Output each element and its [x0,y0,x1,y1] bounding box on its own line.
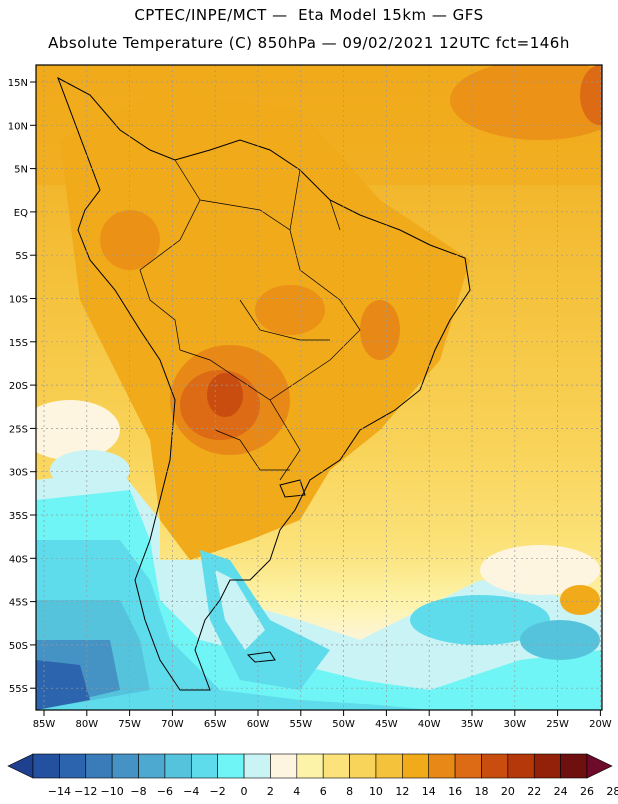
map-title-line-1: CPTEC/INPE/MCT — Eta Model 15km — GFS [134,6,484,24]
lat-label: 20S [9,381,28,392]
lon-label: 70W [161,719,184,730]
colorbar-swatch [296,753,324,779]
colorbar-high-arrow [586,753,613,779]
colorbar-label: 16 [448,785,462,798]
colorbar-low-arrow [7,753,34,779]
colorbar-label: −2 [210,785,226,798]
colorbar-swatch [428,753,456,779]
colorbar-swatch [59,753,87,779]
lon-label: 25W [546,719,569,730]
lat-label: 15N [8,78,28,89]
lat-label: 15S [9,338,28,349]
graticule [36,65,602,710]
lat-label: 25S [9,424,28,435]
lat-label: 45S [9,598,28,609]
colorbar-swatch [164,753,192,779]
colorbar-swatch [243,753,271,779]
colorbar-swatch [270,753,298,779]
lat-label: 10S [9,295,28,306]
colorbar-label: 20 [501,785,515,798]
lat-label: 10N [8,121,28,132]
lat-label: 55S [9,684,28,695]
longitude-labels: 85W 80W 75W 70W 65W 60W 55W 50W 45W 40W 35W 30W 25W 2… [33,710,612,730]
colorbar-swatch [85,753,113,779]
colorbar-swatch [481,753,509,779]
colorbar-label: −6 [157,785,173,798]
map-title-line-2: Absolute Temperature (C) 850hPa — 09/02/… [48,34,570,52]
latitude-labels: 15N 10N 5N EQ 5S 10S 15S 20S 25S 30S 35S 40S 45S 50S 5… [8,78,36,695]
colorbar-label: −4 [183,785,199,798]
colorbar-label: −10 [101,785,124,798]
colorbar-label: 0 [241,785,248,798]
colorbar-label: −8 [130,785,146,798]
lat-label: 5N [14,165,28,176]
colorbar-swatch [111,753,139,779]
lon-label: 60W [247,719,270,730]
colorbar-label: 22 [527,785,541,798]
lon-label: 20W [589,719,612,730]
colorbar-swatch [190,753,218,779]
colorbar-swatch [454,753,482,779]
lon-label: 30W [503,719,526,730]
colorbar-label: 18 [474,785,488,798]
lon-label: 80W [75,719,98,730]
colorbar-label: 4 [293,785,300,798]
temperature-field [36,65,602,710]
colorbar-label: 10 [369,785,383,798]
colorbar-label: 12 [395,785,409,798]
colorbar-label: 28 [606,785,618,798]
colorbar-label: 2 [267,785,274,798]
colorbar-label: −12 [74,785,97,798]
colorbar-swatch [375,753,403,779]
lon-label: 45W [375,719,398,730]
country-borders [139,159,361,481]
lon-label: 85W [33,719,56,730]
colorbar: −14 −12 −10 −8 −6 −4 −2 0 2 4 6 8 10 12 14 16 18 20 22 24 26… [7,753,618,798]
lon-label: 40W [418,719,441,730]
lon-label: 50W [332,719,355,730]
colorbar-swatch [138,753,166,779]
lon-label: 35W [461,719,484,730]
colorbar-label: 24 [554,785,568,798]
coastline [57,76,471,691]
colorbar-swatch [349,753,377,779]
colorbar-swatch [322,753,350,779]
lat-label: 50S [9,641,28,652]
map-frame [35,64,603,711]
colorbar-swatch [217,753,245,779]
colorbar-label: 14 [422,785,436,798]
lon-label: 55W [289,719,312,730]
colorbar-swatch [560,753,588,779]
colorbar-label: 26 [580,785,594,798]
colorbar-label: 6 [320,785,327,798]
colorbar-swatch [32,753,60,779]
colorbar-swatch [402,753,430,779]
lon-label: 75W [118,719,141,730]
colorbar-swatch [507,753,535,779]
lon-label: 65W [204,719,227,730]
colorbar-label: −14 [48,785,71,798]
lat-label: EQ [14,208,28,219]
colorbar-label: 8 [346,785,353,798]
lat-label: 30S [9,468,28,479]
lat-label: 35S [9,511,28,522]
colorbar-swatch [533,753,561,779]
lat-label: 5S [15,251,28,262]
lat-label: 40S [9,554,28,565]
